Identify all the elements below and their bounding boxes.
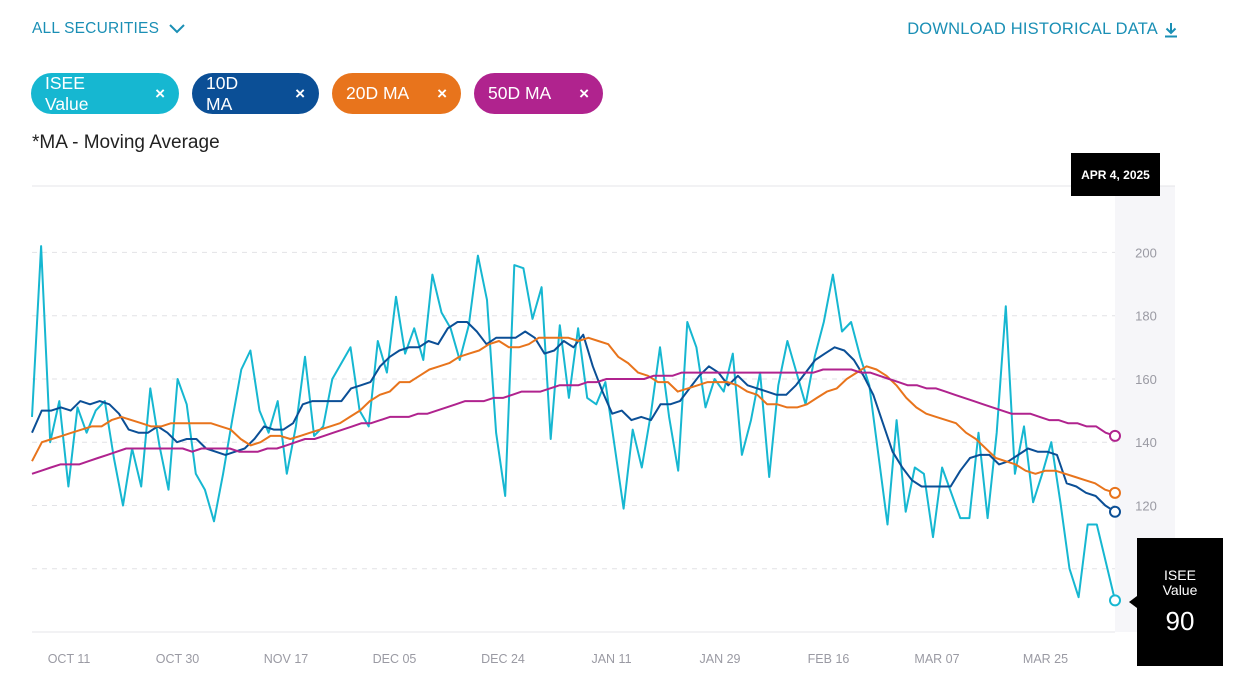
- chip-50d-ma[interactable]: 50D MA ×: [474, 73, 603, 114]
- series-line-10d-ma: [31, 321, 1116, 513]
- close-icon[interactable]: ×: [155, 83, 165, 103]
- close-icon[interactable]: ×: [579, 83, 589, 103]
- x-tick-label: FEB 16: [808, 652, 850, 666]
- y-tick-label: 200: [1135, 245, 1157, 260]
- all-securities-label: ALL SECURITIES: [32, 20, 160, 37]
- download-historical-data-link[interactable]: DOWNLOAD HISTORICAL DATA: [907, 20, 1178, 39]
- chip-label: ISEE Value: [45, 72, 89, 114]
- chip-label: 50D MA: [488, 83, 552, 103]
- series-endpoint-10d-ma: [1109, 505, 1121, 518]
- chevron-down-icon: [169, 24, 185, 34]
- date-tooltip: APR 4, 2025: [1071, 153, 1160, 196]
- series-line-20d-ma: [31, 336, 1116, 494]
- chip-10d-ma[interactable]: 10D MA ×: [192, 73, 319, 114]
- x-tick-label: JAN 29: [700, 652, 741, 666]
- x-tick-label: JAN 11: [591, 652, 631, 666]
- series-line-isee-value: [31, 245, 1116, 601]
- x-tick-label: DEC 24: [481, 652, 525, 666]
- y-tick-label: 180: [1135, 309, 1157, 324]
- all-securities-dropdown[interactable]: ALL SECURITIES: [32, 20, 185, 38]
- x-tick-label: DEC 05: [373, 652, 417, 666]
- series-endpoint-isee-value: [1109, 594, 1121, 607]
- series-filter-chips: ISEE Value × 10D MA × 20D MA × 50D MA ×: [31, 73, 603, 114]
- x-tick-label: MAR 25: [1023, 652, 1068, 666]
- tooltip-value: 90: [1165, 605, 1195, 636]
- chip-label: 20D MA: [346, 83, 410, 103]
- moving-average-note: *MA - Moving Average: [32, 132, 220, 153]
- isee-line-chart[interactable]: 120 140 160 180 200 OCT 11 OCT 30 NOV 17 DEC 05 D…: [0, 150, 1244, 686]
- x-tick-label: OCT 11: [48, 652, 91, 666]
- x-tick-label: NOV 17: [264, 652, 309, 666]
- y-tick-label: 140: [1135, 435, 1157, 450]
- series-endpoint-50d-ma: [1109, 429, 1121, 442]
- y-tick-label: 120: [1135, 498, 1157, 513]
- tooltip-pointer: [1129, 596, 1137, 608]
- x-tick-label: OCT 30: [156, 652, 200, 666]
- y-tick-label: 160: [1135, 372, 1157, 387]
- value-tooltip: ISEE Value 90: [1129, 538, 1223, 666]
- close-icon[interactable]: ×: [295, 83, 305, 103]
- tooltip-series-label: ISEE Value: [1162, 566, 1198, 598]
- series-line-50d-ma: [31, 368, 1116, 475]
- chip-isee-value[interactable]: ISEE Value ×: [31, 73, 179, 114]
- close-icon[interactable]: ×: [437, 83, 447, 103]
- download-icon: [1165, 22, 1177, 37]
- chip-20d-ma[interactable]: 20D MA ×: [332, 73, 461, 114]
- x-tick-label: MAR 07: [914, 652, 959, 666]
- series-endpoint-20d-ma: [1109, 486, 1121, 499]
- download-label: DOWNLOAD HISTORICAL DATA: [907, 20, 1158, 38]
- chip-label: 10D MA: [206, 72, 239, 114]
